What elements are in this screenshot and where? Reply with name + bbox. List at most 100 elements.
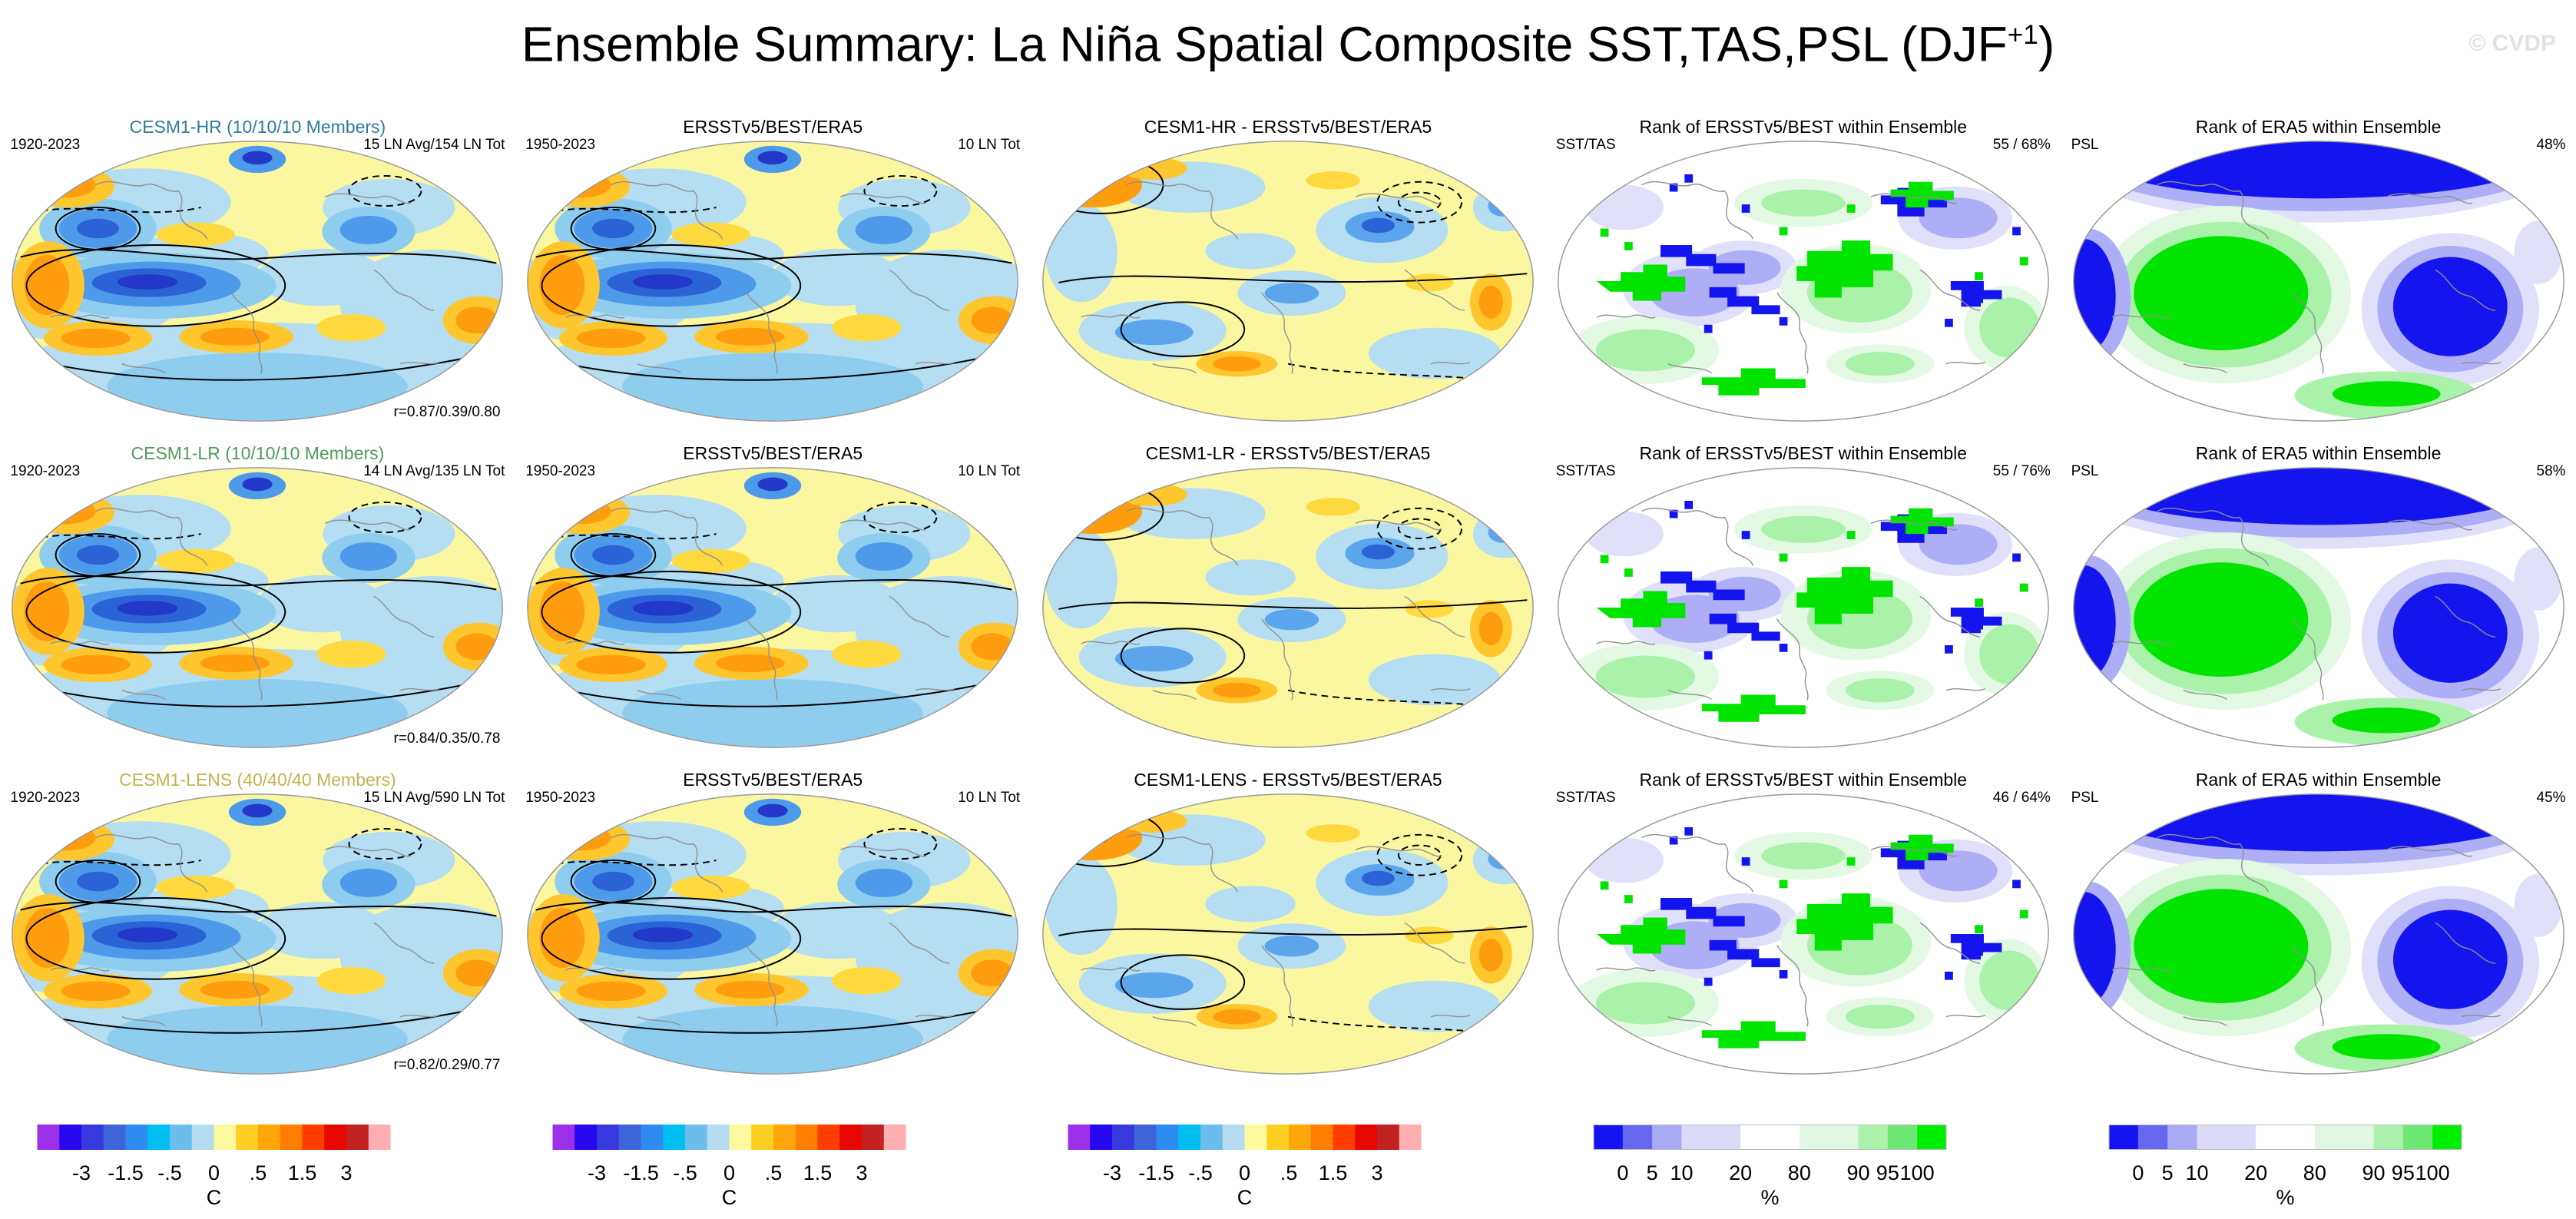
tick-label: 100 [2415,1161,2450,1184]
tick-label: -.5 [673,1161,697,1184]
tick-label: 0 [1239,1161,1250,1184]
panel-diff-row1: CESM1-HR - ERSSTv5/BEST/ERA5 [1031,115,1546,424]
tick-label: 10 [1670,1161,1694,1184]
panel-title: Rank of ERA5 within Ensemble [2195,770,2442,790]
page-title: Ensemble Summary: La Niña Spatial Compos… [0,8,2576,71]
colorbar-segment [1177,1125,1201,1150]
tick-label: 1.5 [288,1161,317,1184]
period-label: 1950-2023 [525,790,596,806]
title-main: Ensemble Summary: La Niña Spatial Compos… [521,16,2008,72]
colorbar-segment [861,1125,885,1150]
colorbar-segment [368,1125,391,1150]
cvdp-watermark: © CVDP [2468,31,2556,56]
colorbar-segment [795,1125,818,1150]
variable-label: PSL [2071,463,2099,479]
rank-colorbar-segments [1593,1125,1947,1150]
map-box: SST/TAS 55 / 68% [1553,137,2054,424]
tick-label: 90 [1847,1161,1870,1184]
colorbar-cell-rank-1: 0 5 10 20 80 90 95 100 % [1545,1115,2061,1211]
temp-colorbar-segments [1068,1125,1422,1150]
map-box: PSL 48% [2068,137,2569,424]
period-label: 1950-2023 [525,463,596,479]
panel-cesm1-lens-composite: CESM1-LENS (40/40/40 Members) 1920-2023 … [0,768,515,1077]
rank-colorbar: 0 5 10 20 80 90 95 100 % [2108,1125,2462,1209]
map-temp-obs [522,138,1023,424]
panel-title: Rank of ERSSTv5/BEST within Ensemble [1639,770,1968,790]
event-count-label: 15 LN Avg/590 LN Tot [363,790,505,806]
map-box: 1920-2023 15 LN Avg/154 LN Tot r=0.87/0.… [7,137,508,424]
colorbar-segment [729,1125,752,1150]
colorbar-segment [1858,1125,1889,1150]
colorbar-segment [684,1125,708,1150]
panel-obs-row2: ERSSTv5/BEST/ERA5 1950-2023 10 LN Tot [515,442,1031,750]
colorbar-segment [280,1125,303,1150]
colorbar-segment [170,1125,193,1150]
colorbar-cell-temp-1: -3 -1.5 -.5 0 .5 1.5 3 C [0,1115,515,1211]
map-rank-psl [2068,138,2569,424]
panel-rank-psl-row2: Rank of ERA5 within Ensemble PSL 58% [2061,442,2576,750]
colorbar-cell-temp-3: -3 -1.5 -.5 0 .5 1.5 3 C [1031,1115,1546,1211]
colorbar-segment [37,1125,60,1150]
period-label: 1950-2023 [525,137,596,153]
colorbar-segment [641,1125,664,1150]
colorbar-segment [2256,1125,2316,1150]
panel-title: ERSSTv5/BEST/ERA5 [683,117,863,137]
tick-label: .5 [1280,1161,1297,1184]
colorbar-segment [1917,1125,1947,1150]
colorbar-segment [1134,1125,1157,1150]
pattern-correlation-label: r=0.82/0.29/0.77 [393,1057,501,1073]
tick-label: -3 [1103,1161,1121,1184]
tick-label: -1.5 [623,1161,659,1184]
colorbar-segment [1376,1125,1399,1150]
rank-value-label: 48% [2536,137,2566,153]
colorbar-segment [1354,1125,1378,1150]
panel-title: Rank of ERA5 within Ensemble [2195,117,2442,137]
tick-label: 80 [1788,1161,1811,1184]
unit-label: C [722,1186,737,1209]
colorbar-segment [2403,1125,2433,1150]
map-temp-obs [522,465,1023,750]
tick-label: 80 [2303,1161,2326,1184]
rank-value-label: 55 / 76% [1992,463,2051,479]
period-label: 1920-2023 [10,463,81,479]
map-rank-sst [1553,791,2054,1077]
map-box: SST/TAS 46 / 64% [1553,790,2054,1077]
colorbar-segment [1156,1125,1179,1150]
panel-title: Rank of ERA5 within Ensemble [2195,443,2442,463]
row-cesm1-hr: CESM1-HR (10/10/10 Members) 1920-2023 15… [0,115,2576,424]
unit-label: C [207,1186,222,1209]
unit-label: C [1237,1186,1252,1209]
map-box [1038,791,1538,1077]
tick-label: 95 [1876,1161,1899,1184]
panel-title: CESM1-LENS - ERSSTv5/BEST/ERA5 [1134,770,1442,790]
colorbar-segment [663,1125,686,1150]
colorbar-segment [773,1125,796,1150]
tick-label: 100 [1900,1161,1935,1184]
colorbar-segment [1310,1125,1333,1150]
colorbar-segment [574,1125,598,1150]
colorbar-segment [1888,1125,1919,1150]
colorbar-segment [258,1125,281,1150]
period-label: 1920-2023 [10,137,81,153]
map-temp-diff [1038,791,1538,1077]
rank-value-label: 46 / 64% [1992,790,2051,806]
event-count-label: 14 LN Avg/135 LN Tot [363,463,505,479]
panel-title: Rank of ERSSTv5/BEST within Ensemble [1639,117,1968,137]
panel-title: ERSSTv5/BEST/ERA5 [683,770,863,790]
variable-label: PSL [2071,790,2099,806]
panel-diff-row3: CESM1-LENS - ERSSTv5/BEST/ERA5 [1031,768,1546,1077]
colorbar-segment [1399,1125,1422,1150]
rank-value-label: 45% [2536,790,2566,806]
tick-label: -.5 [157,1161,182,1184]
panel-obs-row1: ERSSTv5/BEST/ERA5 1950-2023 10 LN Tot [515,115,1031,424]
colorbar-segment [1681,1125,1742,1150]
colorbar-segment [1089,1125,1113,1150]
map-box: 1950-2023 10 LN Tot [522,463,1023,750]
colorbar-segment [2315,1125,2375,1150]
map-rank-psl [2068,791,2569,1077]
map-temp-obs [522,791,1023,1077]
temp-colorbar: -3 -1.5 -.5 0 .5 1.5 3 C [37,1125,391,1209]
row-cesm1-lens: CESM1-LENS (40/40/40 Members) 1920-2023 … [0,768,2576,1077]
tick-label: 20 [2244,1161,2267,1184]
colorbar-segment [236,1125,259,1150]
